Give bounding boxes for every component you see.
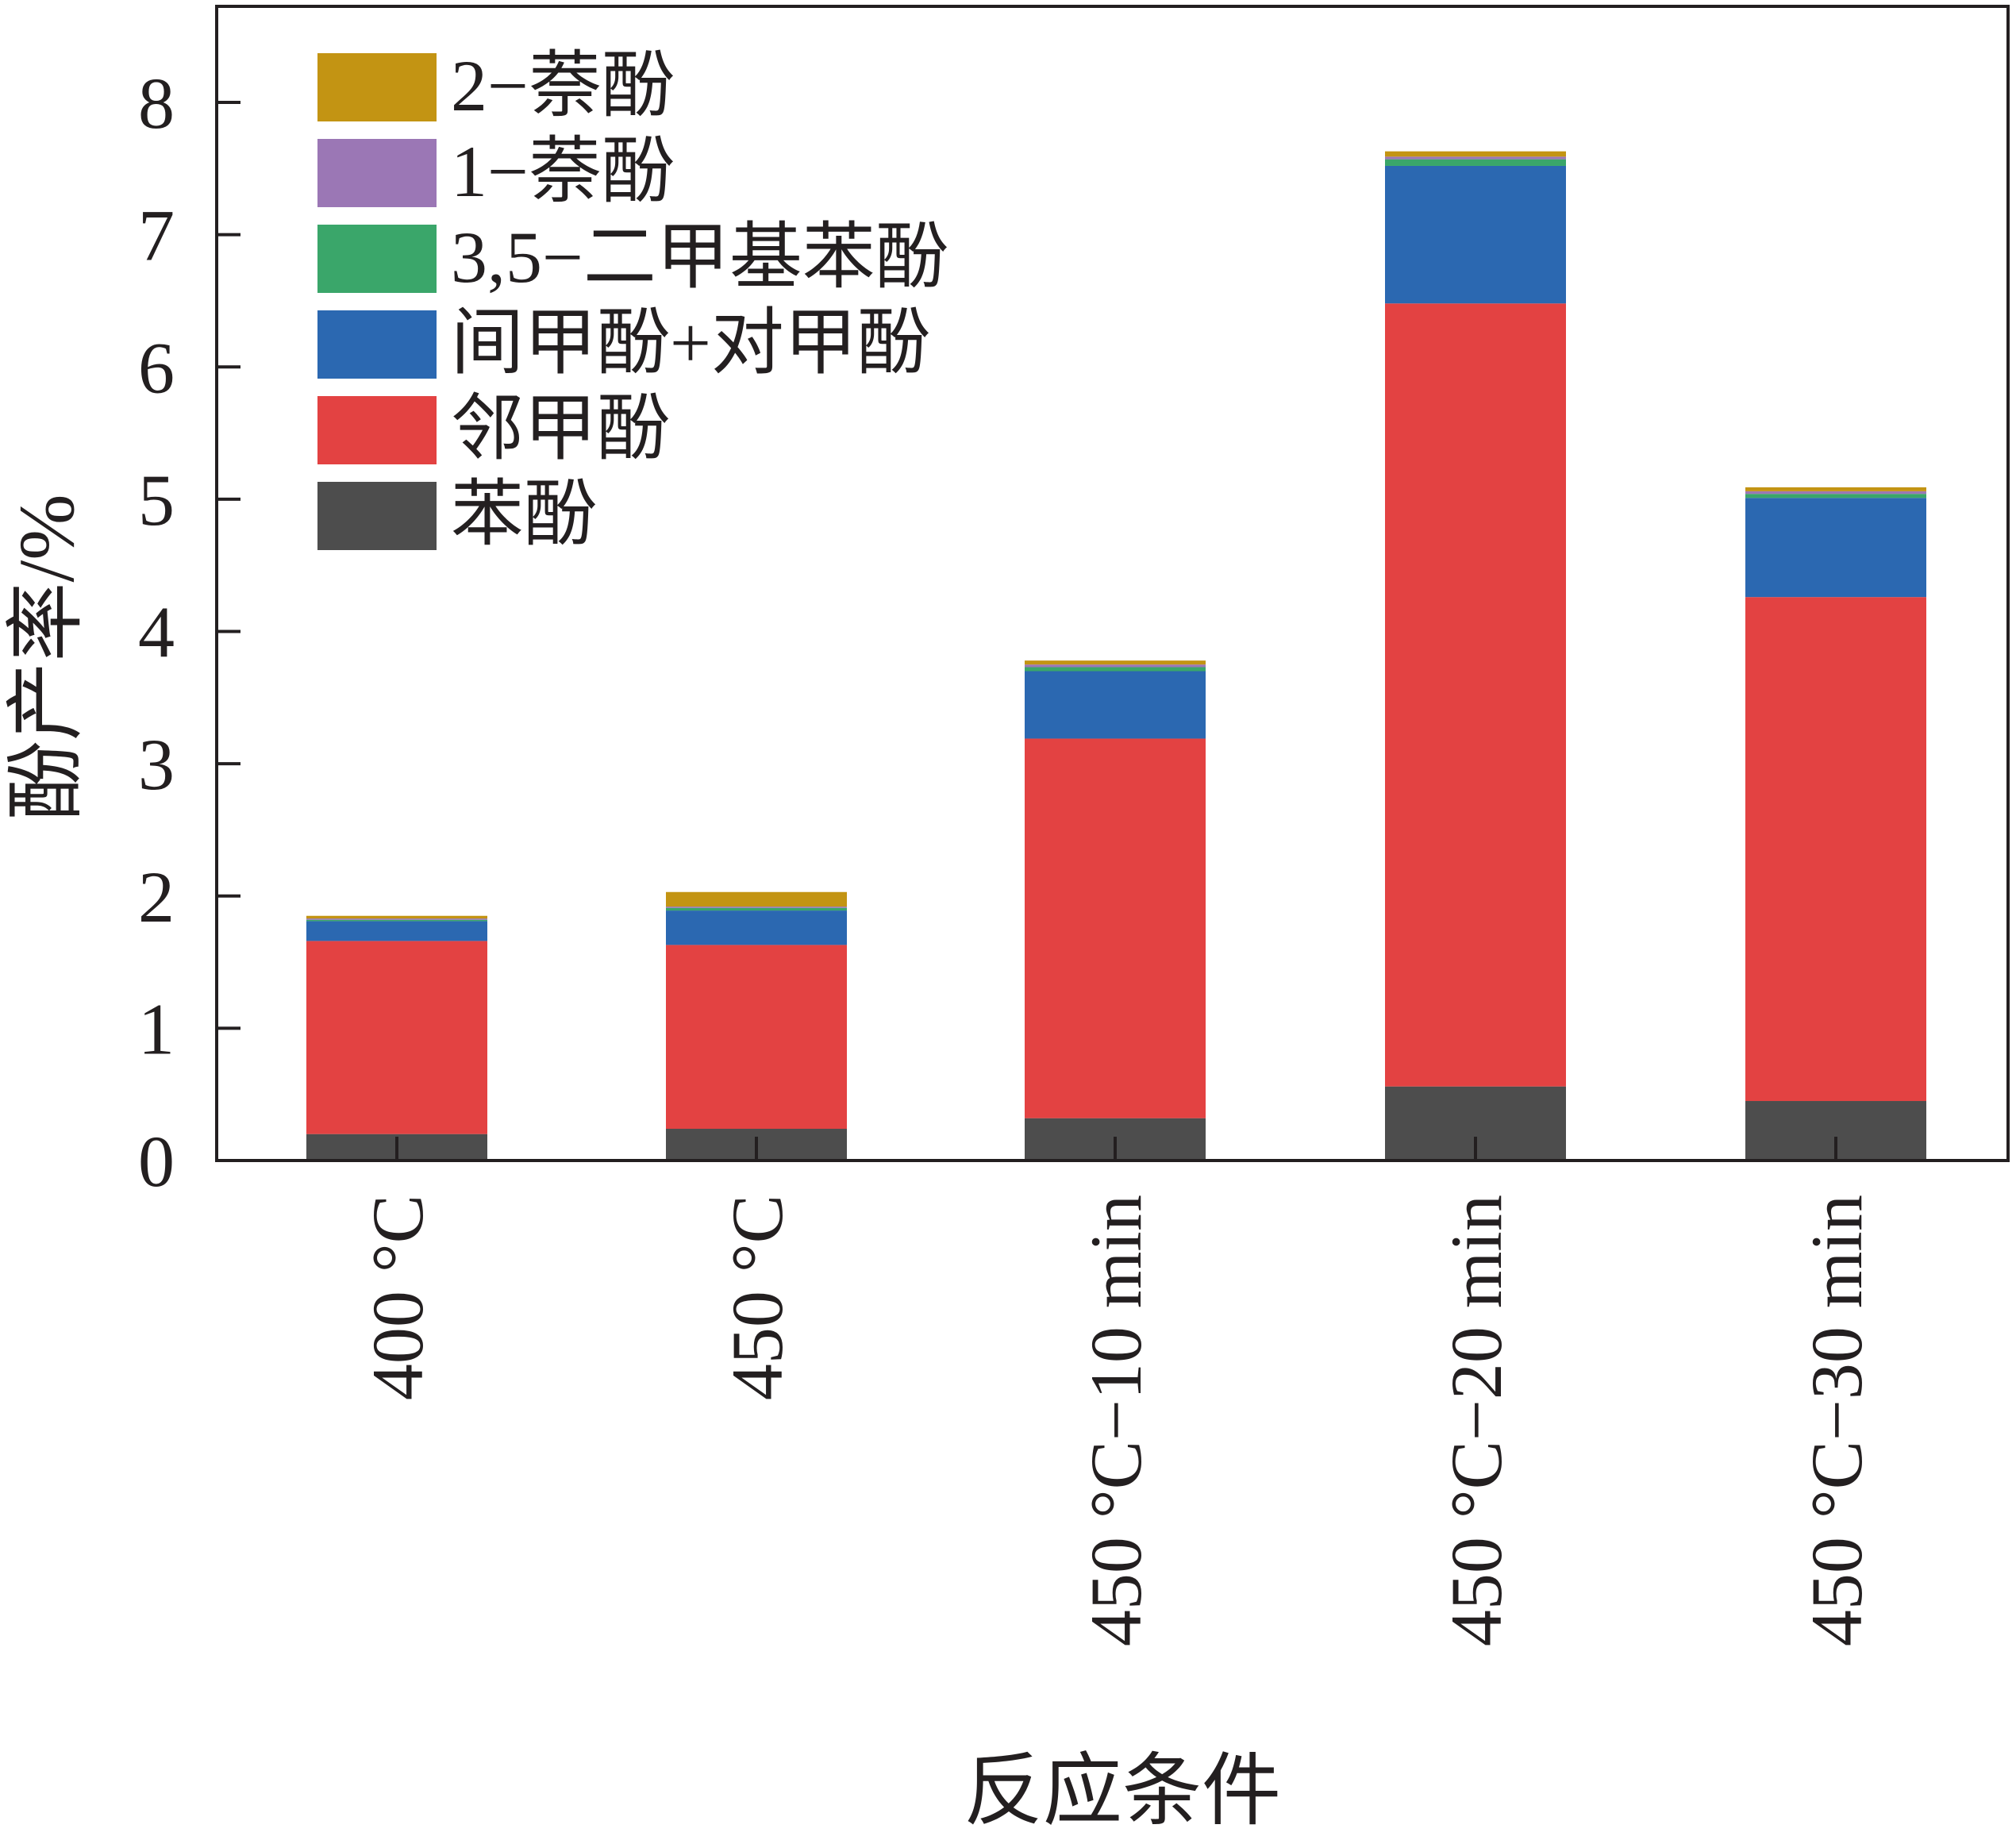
bar-segment-1-series-5 — [306, 918, 487, 920]
x-axis-title: 反应条件 — [964, 1747, 1281, 1835]
bar-segment-2-series-2 — [666, 945, 847, 1130]
bar-segment-3-series-4 — [1025, 667, 1206, 672]
plot-frame — [215, 5, 2010, 1162]
bar-segment-2-series-4 — [666, 907, 847, 911]
y-tick-label-0: 0 — [138, 1121, 175, 1202]
bar-segment-2-series-3 — [666, 910, 847, 945]
y-tick-label-1: 1 — [138, 988, 175, 1069]
bar-segment-4-series-4 — [1385, 159, 1566, 166]
bar-segment-5-series-3 — [1745, 498, 1926, 598]
bar-segment-1-series-6 — [306, 915, 487, 919]
bar-segment-4-series-2 — [1385, 303, 1566, 1087]
bar-segment-3-series-3 — [1025, 671, 1206, 739]
y-tick-label-3: 3 — [138, 724, 175, 805]
x-category-label-4: 450 °C−20 min — [1436, 1195, 1517, 1646]
legend-swatch-6 — [317, 482, 437, 550]
x-category-label-2: 450 °C — [717, 1195, 798, 1400]
bar-segment-2-series-5 — [666, 907, 847, 908]
y-axis-title: 酚产率/% — [2, 494, 90, 820]
bar-segment-5-series-4 — [1745, 494, 1926, 498]
legend-swatch-1 — [317, 53, 437, 121]
x-category-label-3: 450 °C−10 min — [1075, 1195, 1156, 1646]
bar-segment-2-series-6 — [666, 891, 847, 907]
bar-segment-5-series-5 — [1745, 491, 1926, 495]
bar-segment-4-series-3 — [1385, 165, 1566, 304]
bar-segment-1-series-2 — [306, 941, 487, 1134]
bar-segment-3-series-6 — [1025, 660, 1206, 665]
axes-group — [215, 5, 2010, 1162]
bar-segment-4-series-5 — [1385, 156, 1566, 160]
legend-label-5: 邻甲酚 — [451, 388, 670, 469]
x-category-label-1: 400 °C — [357, 1195, 438, 1400]
legend-label-1: 2−萘酚 — [451, 45, 675, 126]
legend-swatch-4 — [317, 310, 437, 379]
y-tick-label-7: 7 — [138, 195, 175, 276]
bar-segment-1-series-3 — [306, 921, 487, 941]
legend-swatch-5 — [317, 396, 437, 464]
bar-segment-4-series-6 — [1385, 151, 1566, 157]
bar-segment-5-series-2 — [1745, 597, 1926, 1102]
x-labels-group: 400 °C 450 °C 450 °C−10 min 450 °C−20 min 45… — [357, 1195, 1877, 1646]
legend-label-3: 3,5−二甲基苯酚 — [451, 217, 948, 298]
legend-label-6: 苯酚 — [451, 474, 597, 555]
y-ticks-group: 0 1 2 3 4 5 6 7 8 — [138, 63, 240, 1202]
y-tick-label-5: 5 — [138, 460, 175, 541]
y-tick-label-8: 8 — [138, 63, 175, 144]
x-category-label-5: 450 °C−30 min — [1796, 1195, 1877, 1646]
bar-segment-1-series-4 — [306, 919, 487, 922]
legend-swatch-2 — [317, 139, 437, 207]
legend-swatch-3 — [317, 225, 437, 293]
y-tick-label-6: 6 — [138, 327, 175, 408]
legend-label-2: 1−萘酚 — [451, 131, 675, 212]
bar-segment-3-series-5 — [1025, 664, 1206, 668]
bar-segment-5-series-6 — [1745, 487, 1926, 491]
legend-label-4: 间甲酚+对甲酚 — [451, 302, 930, 383]
bar-segment-3-series-2 — [1025, 738, 1206, 1118]
y-tick-label-2: 2 — [138, 856, 175, 937]
y-tick-label-4: 4 — [138, 592, 175, 673]
